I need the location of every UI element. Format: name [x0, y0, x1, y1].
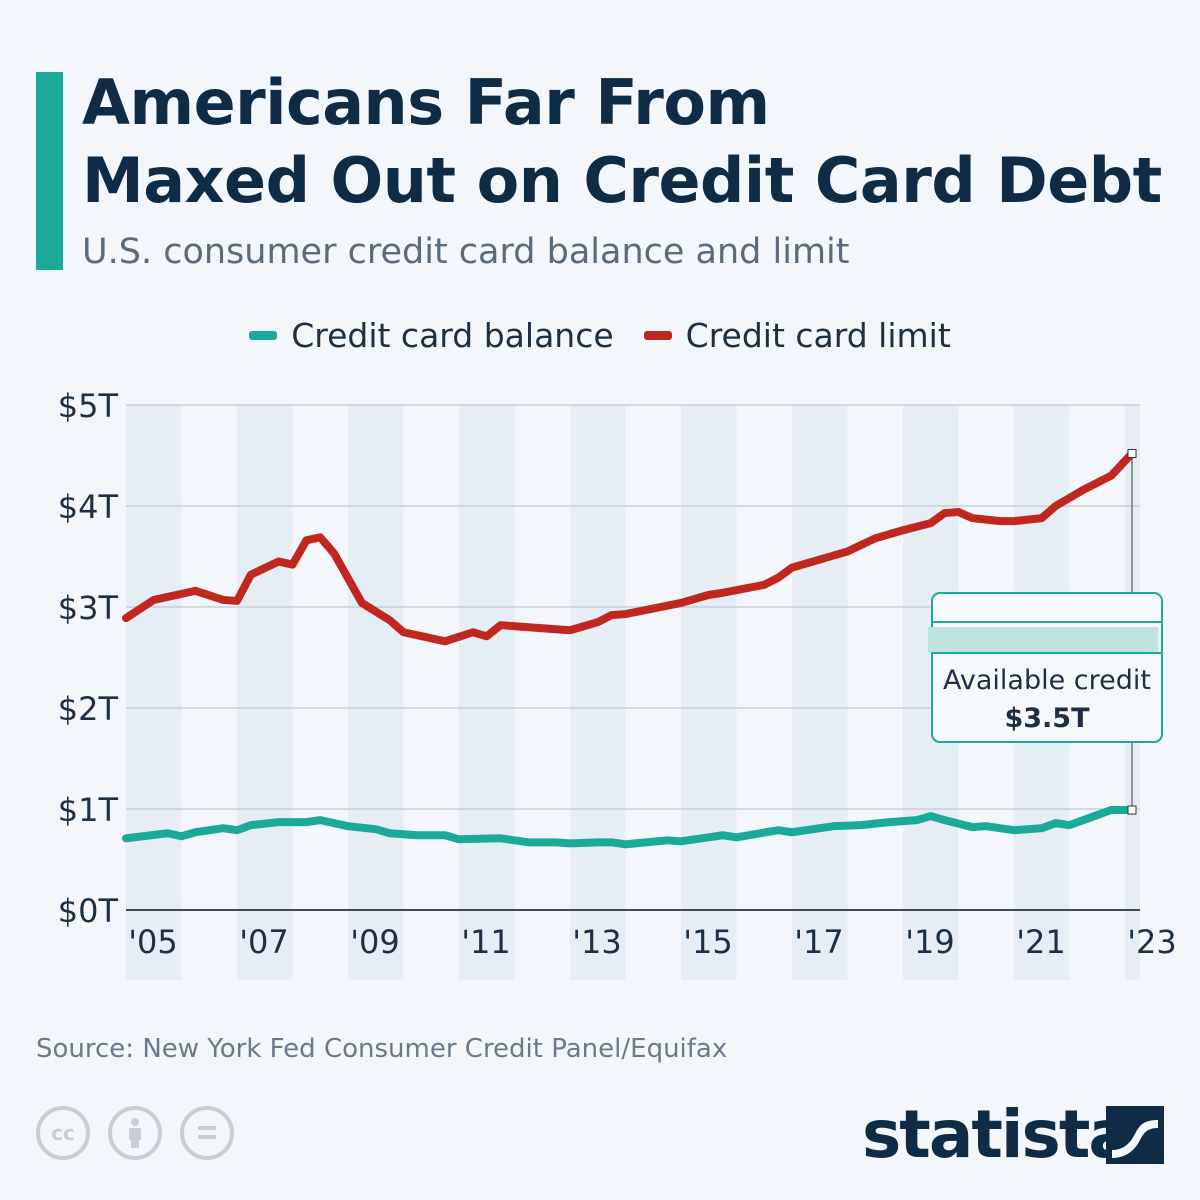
available-credit-card-stripe	[928, 627, 1158, 652]
x-tick-label: '05	[128, 923, 178, 961]
y-tick-label: $4T	[58, 488, 119, 526]
no-derivatives-icon	[180, 1106, 234, 1160]
year-band	[792, 405, 848, 980]
x-tick-label: '13	[572, 923, 622, 961]
page-title: Americans Far From Maxed Out on Credit Ca…	[82, 64, 1162, 220]
statista-logo-mark	[1106, 1106, 1164, 1164]
source-note: Source: New York Fed Consumer Credit Pan…	[36, 1034, 728, 1064]
legend-item-limit: Credit card limit	[643, 316, 951, 355]
x-tick-label: '07	[239, 923, 289, 961]
year-band	[237, 405, 293, 980]
x-tick-label: '19	[905, 923, 955, 961]
legend: Credit card balance Credit card limit	[0, 316, 1200, 355]
limit-end-marker	[1127, 448, 1137, 458]
legend-item-balance: Credit card balance	[249, 316, 614, 355]
x-tick-label: '21	[1016, 923, 1066, 961]
x-tick-label: '11	[461, 923, 511, 961]
legend-swatch-limit	[643, 331, 672, 340]
year-band	[459, 405, 515, 980]
year-band	[681, 405, 737, 980]
cc-icon: cc	[36, 1106, 90, 1160]
subtitle: U.S. consumer credit card balance and li…	[82, 232, 850, 272]
title-accent-bar	[36, 72, 63, 270]
limit-line	[122, 449, 1136, 646]
title-line-2: Maxed Out on Credit Card Debt	[82, 144, 1162, 217]
line-chart: $0T $1T $2T $3T $4T $5T '05 '07 '09 '11 '13 '15 '17 '…	[58, 387, 1177, 980]
annotation-value: $3.5T	[1004, 703, 1090, 734]
y-tick-label: $0T	[58, 892, 119, 930]
year-band	[570, 405, 626, 980]
balance-end-marker	[1127, 805, 1137, 815]
attribution-icon	[108, 1106, 162, 1160]
annotation-label: Available credit	[943, 665, 1151, 696]
legend-swatch-balance	[249, 331, 278, 340]
y-tick-label: $2T	[58, 690, 119, 728]
x-tick-label: '23	[1127, 923, 1177, 961]
title-line-1: Americans Far From	[82, 66, 770, 139]
year-band	[348, 405, 404, 980]
x-tick-label: '15	[683, 923, 733, 961]
x-tick-label: '09	[350, 923, 400, 961]
year-band	[126, 405, 182, 980]
legend-label-balance: Credit card balance	[291, 316, 614, 355]
y-tick-label: $1T	[58, 791, 119, 829]
statista-logo: statista	[862, 1096, 1133, 1173]
legend-label-limit: Credit card limit	[685, 316, 951, 355]
y-tick-label: $5T	[58, 387, 119, 425]
balance-line	[122, 806, 1136, 849]
y-tick-label: $3T	[58, 589, 119, 627]
x-tick-label: '17	[794, 923, 844, 961]
